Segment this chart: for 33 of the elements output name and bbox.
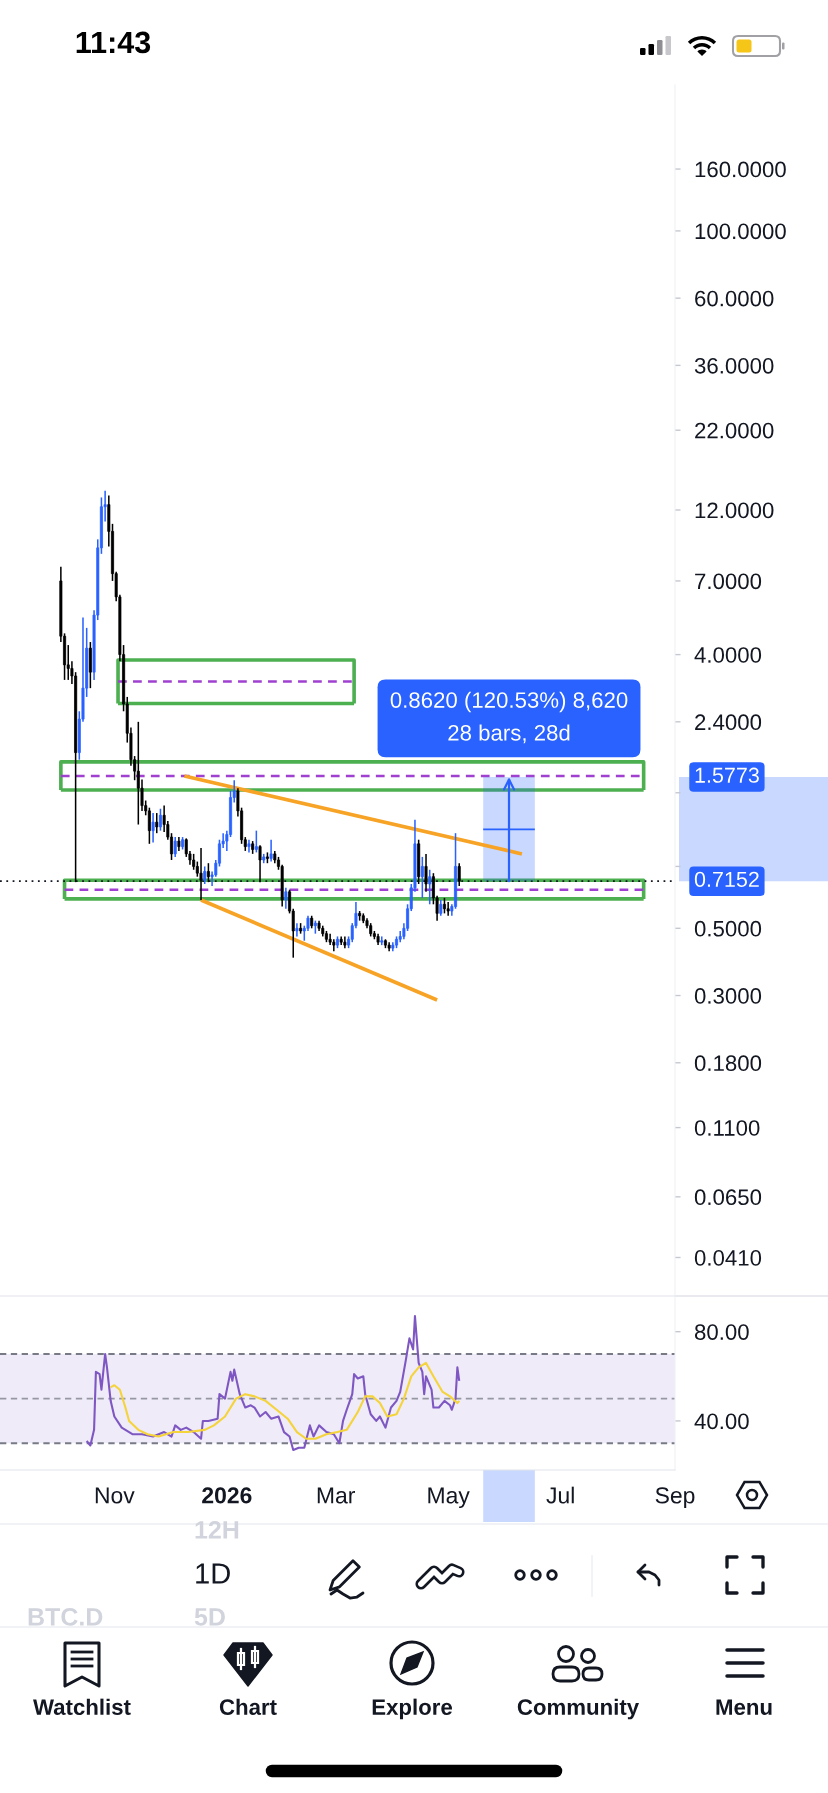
y-tick-label: 40.00 bbox=[694, 1413, 749, 1430]
y-tick-label: 2.4000 bbox=[695, 714, 762, 731]
y-tick-label: 80.00 bbox=[694, 1324, 749, 1340]
y-tick-label: 0.1800 bbox=[694, 1055, 762, 1072]
text: 1D bbox=[196, 1563, 230, 1584]
text: 11:43 bbox=[76, 31, 151, 54]
text: Explore bbox=[372, 1698, 452, 1720]
y-tick-label: 0.5000 bbox=[694, 920, 762, 937]
y-tick-label: 12.0000 bbox=[695, 502, 774, 519]
x-tick-label: 2026 bbox=[202, 1487, 252, 1504]
y-tick-label: 0.1100 bbox=[694, 1120, 760, 1136]
y-tick-label: 0.3000 bbox=[694, 988, 762, 1004]
text: Community bbox=[517, 1698, 639, 1720]
x-tick-label: Nov bbox=[95, 1487, 135, 1504]
y-tick-label: 100.0000 bbox=[695, 223, 786, 240]
y-tick-label: 160.0000 bbox=[695, 161, 786, 178]
text: Watchlist bbox=[33, 1698, 131, 1715]
x-tick-label: Sep bbox=[655, 1487, 695, 1509]
text: Menu bbox=[716, 1699, 772, 1715]
x-tick-label: May bbox=[428, 1487, 470, 1509]
y-tick-label: 36.0000 bbox=[694, 357, 774, 374]
x-tick-label: Jul bbox=[546, 1486, 574, 1504]
x-tick-label: Mar bbox=[317, 1487, 356, 1504]
text: Chart bbox=[219, 1698, 277, 1715]
y-tick-label: 0.0650 bbox=[694, 1189, 762, 1206]
y-tick-label: 60.0000 bbox=[695, 290, 774, 307]
y-tick-label: 7.0000 bbox=[695, 573, 762, 590]
text: 1.5773 bbox=[695, 767, 759, 783]
annotation: 0.8620 (120.53%) 8,620 28 bars, 28d bbox=[390, 691, 628, 744]
y-tick-label: 0.0410 bbox=[694, 1250, 762, 1266]
y-tick-label: 4.0000 bbox=[694, 647, 762, 663]
y-tick-label: 22.0000 bbox=[695, 422, 774, 439]
ref-line-label: 0.7152 bbox=[694, 871, 759, 887]
